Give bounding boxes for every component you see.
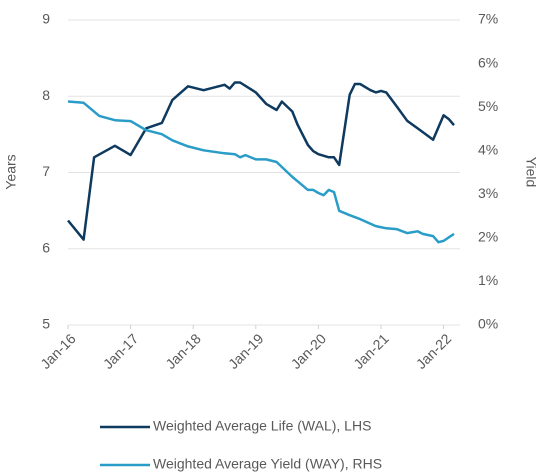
x-tick-label: Jan-17 (100, 330, 142, 372)
y-tick-label: 5 (42, 316, 50, 332)
y2-axis-label: Yield (523, 157, 536, 188)
x-tick-label: Jan-21 (350, 330, 392, 372)
x-tick-label: Jan-18 (162, 330, 204, 372)
y2-tick-label: 7% (478, 11, 498, 27)
y2-tick-label: 4% (478, 141, 498, 157)
line-series (67, 81, 455, 241)
y2-tick-label: 6% (478, 54, 498, 70)
y-tick-label: 6 (42, 239, 50, 255)
x-tick-label: Jan-16 (37, 330, 79, 372)
y2-tick-label: 3% (478, 185, 498, 201)
y-tick-label: 9 (42, 11, 50, 27)
y-tick-label: 8 (42, 87, 50, 103)
x-tick-label: Jan-19 (225, 330, 267, 372)
legend-label: Weighted Average Life (WAL), LHS (153, 418, 371, 434)
x-tick-label: Jan-22 (413, 330, 455, 372)
y2-tick-label: 0% (478, 316, 498, 332)
y2-tick-label: 2% (478, 229, 498, 245)
line-series (67, 100, 455, 244)
x-tick-label: Jan-20 (288, 330, 330, 372)
y-axis-label: Years (3, 154, 19, 189)
y2-tick-label: 1% (478, 272, 498, 288)
legend-label: Weighted Average Yield (WAY), RHS (153, 456, 382, 472)
y2-tick-label: 5% (478, 98, 498, 114)
y-tick-label: 7 (42, 163, 50, 179)
